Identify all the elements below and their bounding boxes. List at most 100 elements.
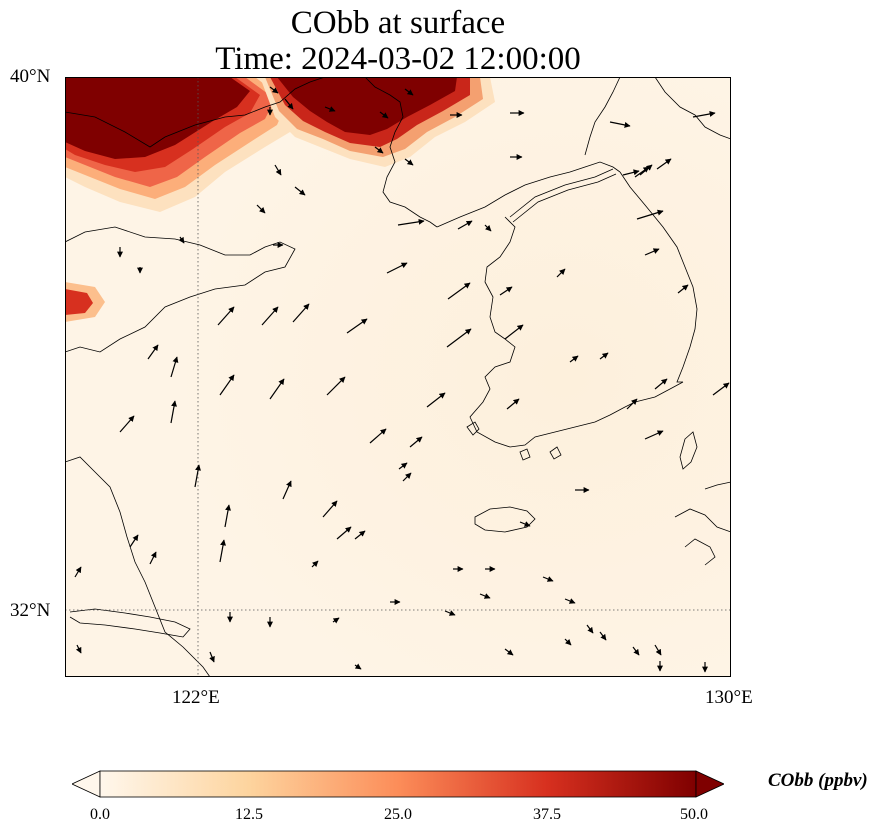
- wind-vector: [346, 318, 368, 334]
- wind-vector: [654, 644, 662, 656]
- wind-vector: [209, 651, 215, 663]
- wind-vector: [369, 428, 387, 444]
- wind-vector: [404, 158, 414, 166]
- wind-vector: [712, 382, 730, 396]
- wind-vector: [284, 98, 294, 110]
- wind-vector: [397, 218, 425, 226]
- wind-vector: [217, 306, 235, 326]
- wind-vector: [170, 400, 177, 424]
- lon-tick-label-122e: 122°E: [172, 687, 220, 708]
- concentration-patch-west: [65, 282, 105, 322]
- wind-vector: [656, 158, 672, 170]
- wind-vector: [170, 356, 179, 378]
- wind-vector: [499, 286, 513, 296]
- wind-vector: [404, 88, 414, 96]
- wind-vector: [256, 204, 266, 214]
- map-frame: [65, 77, 731, 677]
- wind-vector: [194, 464, 201, 488]
- wind-vector: [626, 398, 638, 410]
- wind-vector: [311, 560, 319, 568]
- wind-vector: [409, 436, 423, 448]
- colorbar-max-extension: [695, 770, 724, 798]
- wind-vector: [506, 398, 520, 410]
- wind-vector: [324, 106, 336, 112]
- wind-vector: [219, 539, 226, 563]
- wind-vector: [504, 648, 514, 656]
- wind-vector: [332, 617, 340, 624]
- wind-vector: [586, 624, 594, 634]
- wind-vector: [644, 248, 660, 256]
- wind-vector: [632, 646, 640, 656]
- wind-vector: [569, 355, 579, 363]
- wind-vector: [398, 462, 408, 470]
- wind-vector: [609, 121, 631, 128]
- wind-vector: [147, 344, 159, 360]
- concentration-plume-north-central: [260, 77, 495, 167]
- wind-vector: [224, 504, 231, 528]
- lat-tick-label-40n: 40°N: [10, 66, 51, 87]
- colorbar-tick-3: 37.5: [533, 806, 561, 823]
- wind-vector: [444, 610, 456, 616]
- wind-vector: [354, 663, 362, 670]
- wind-vector: [556, 268, 566, 278]
- wind-vector: [457, 220, 473, 230]
- colorbar-gradient: [99, 770, 697, 798]
- wind-vector: [292, 303, 310, 323]
- wind-vector: [386, 262, 408, 274]
- wind-vector: [149, 551, 157, 565]
- colorbar-tick-4: 50.0: [680, 806, 708, 823]
- wind-vector: [542, 576, 554, 582]
- wind-vector: [644, 430, 664, 440]
- wind-vector: [75, 644, 82, 654]
- wind-vector: [484, 224, 492, 232]
- wind-vectors: [74, 86, 730, 673]
- concentration-plume-northwest: [65, 77, 300, 212]
- wind-vector: [374, 146, 384, 154]
- wind-vector: [599, 352, 609, 360]
- lat-tick-label-32n: 32°N: [10, 600, 51, 621]
- wind-vector: [336, 526, 352, 540]
- wind-vector: [219, 374, 235, 396]
- wind-vector: [282, 480, 292, 500]
- wind-vector: [269, 378, 285, 400]
- wind-vector: [294, 186, 306, 196]
- wind-vector: [622, 169, 640, 176]
- wind-vector: [119, 415, 135, 433]
- colorbar-label: CObb (ppbv): [768, 770, 868, 791]
- wind-vector: [402, 472, 412, 482]
- wind-vector: [564, 598, 576, 604]
- wind-vector: [178, 236, 185, 244]
- colorbar-tick-2: 25.0: [384, 806, 412, 823]
- map-time-subtitle: Time: 2024-03-02 12:00:00: [215, 41, 581, 77]
- wind-vector: [634, 166, 650, 178]
- wind-vector: [74, 566, 82, 578]
- wind-vector: [479, 593, 491, 599]
- colorbar-tick-0: 0.0: [90, 806, 110, 823]
- wind-vector: [326, 376, 346, 396]
- wind-vector: [599, 631, 607, 641]
- wind-vector: [269, 86, 279, 94]
- wind-vector: [379, 111, 389, 119]
- wind-vector: [636, 209, 664, 220]
- wind-vector: [274, 164, 282, 176]
- wind-vector: [677, 284, 689, 294]
- map-panel[interactable]: [65, 77, 731, 677]
- wind-vector: [129, 534, 139, 548]
- wind-vector: [654, 378, 668, 390]
- cobb-concentration-map[interactable]: [65, 77, 731, 677]
- wind-vector: [564, 638, 572, 646]
- wind-vector: [692, 111, 716, 118]
- gridlines: [65, 77, 731, 677]
- map-title: CObb at surface: [290, 5, 506, 41]
- wind-vector: [447, 282, 471, 300]
- colorbar-min-extension: [72, 770, 101, 798]
- wind-vector: [519, 521, 531, 527]
- wind-vector: [504, 324, 524, 340]
- wind-vector: [426, 392, 446, 408]
- wind-vector: [354, 530, 366, 540]
- wind-vector: [261, 306, 279, 326]
- colorbar: [72, 770, 724, 798]
- coastlines: [65, 77, 731, 677]
- wind-vector: [446, 328, 472, 348]
- lon-tick-label-130e: 130°E: [705, 687, 753, 708]
